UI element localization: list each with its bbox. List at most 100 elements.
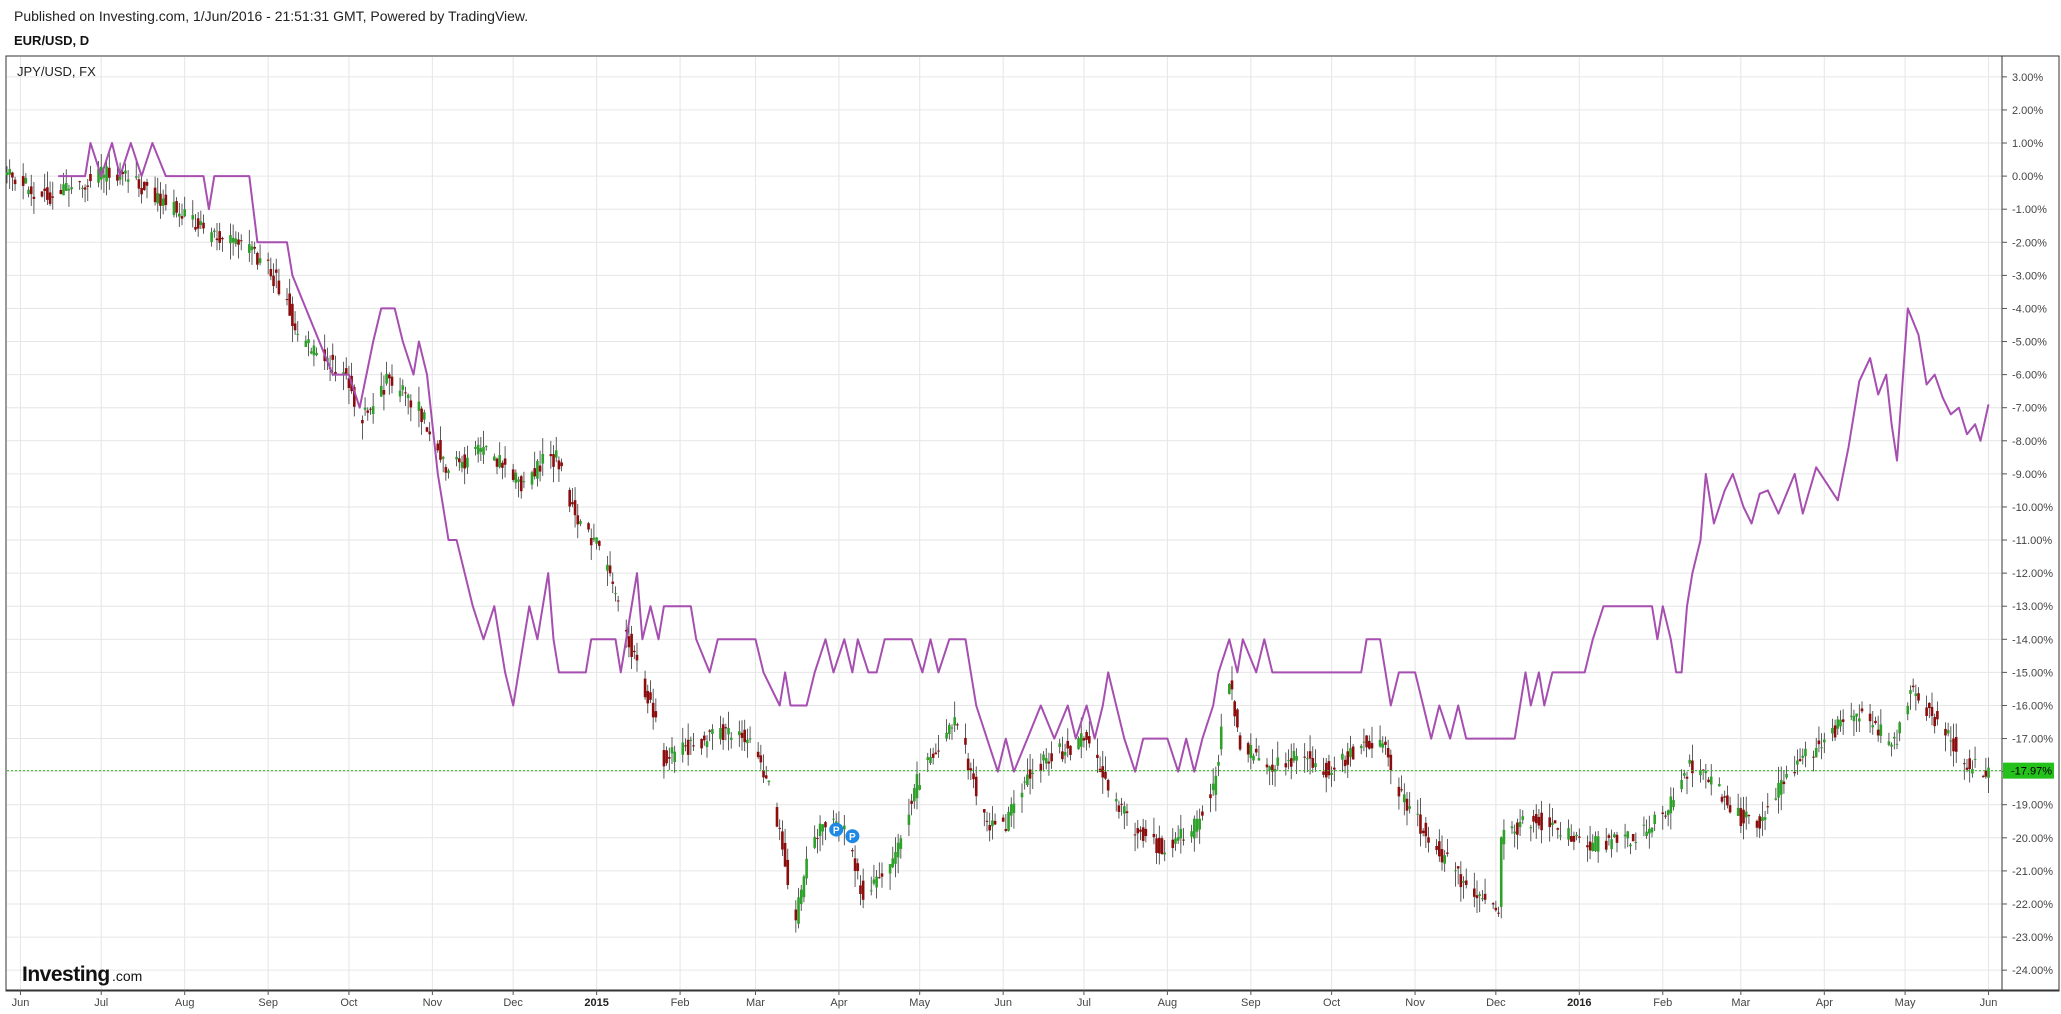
candle [1483, 878, 1487, 904]
candle [1952, 723, 1955, 767]
candle [1860, 701, 1864, 714]
candle [1777, 766, 1780, 814]
candle-body [1793, 772, 1796, 774]
candle-body [116, 174, 119, 181]
candle [1427, 826, 1430, 853]
published-notice: Published on Investing.com, 1/Jun/2016 -… [14, 8, 529, 24]
candle [51, 181, 55, 210]
candle [1020, 783, 1024, 813]
candle [861, 868, 865, 909]
candle [1521, 810, 1525, 824]
candle-body [1699, 769, 1702, 776]
candle [1271, 749, 1274, 785]
candle [1629, 842, 1632, 855]
candle [78, 180, 81, 190]
candle-body [1540, 812, 1543, 831]
candle-body [229, 235, 232, 244]
candle-body [202, 222, 205, 229]
candle [199, 210, 203, 230]
candle-body [1117, 805, 1121, 812]
candle [1050, 741, 1053, 769]
candle-body [662, 750, 666, 767]
candle [1852, 709, 1856, 737]
investing-logo[interactable]: Investing .com [22, 963, 142, 986]
candle-body [1416, 813, 1420, 815]
candle [366, 407, 370, 421]
y-tick-label: -1.00% [2012, 204, 2047, 216]
candle-body [315, 352, 318, 356]
candle [417, 386, 421, 428]
x-axis[interactable]: Jun Jul Aug Sep Oct Nov Dec 2015 Feb Mar Apr May Jun… [6, 989, 2059, 1009]
candle-body [1661, 812, 1665, 814]
y-axis[interactable]: 3.00% 2.00% 1.00% 0.00% -1.00% -2.00% -3.00% -4… [2001, 56, 2053, 990]
candle-body [1718, 784, 1721, 787]
candle [293, 311, 297, 335]
candle-body [1236, 709, 1239, 728]
candle-body [1152, 833, 1156, 838]
candle-body [156, 193, 160, 204]
candle [1691, 744, 1694, 788]
candle [1890, 742, 1893, 757]
candle [361, 415, 364, 440]
candle-body [894, 851, 897, 864]
candle-body [1963, 763, 1966, 765]
candle [875, 869, 878, 899]
candle [824, 820, 827, 841]
y-tick-label: -10.00% [2012, 502, 2053, 514]
candle-body [843, 825, 846, 830]
candle [312, 339, 316, 367]
candle-body [703, 735, 706, 741]
candle-body [1228, 683, 1231, 695]
candle [1238, 732, 1242, 752]
candle [964, 723, 967, 754]
candle [296, 320, 300, 342]
candle-body [711, 729, 714, 734]
y-tick-label: 2.00% [2012, 105, 2043, 117]
candle-body [463, 454, 466, 469]
candle-body [670, 747, 674, 754]
candle [382, 375, 386, 411]
candle-body [1494, 907, 1498, 911]
candle [40, 191, 44, 198]
x-tick-label: Mar [1731, 997, 1750, 1009]
candle-body [1839, 719, 1842, 727]
candle [183, 196, 186, 218]
candle-body [1860, 708, 1864, 712]
candle [1481, 890, 1484, 902]
candle-body [312, 345, 316, 356]
candle-body [913, 788, 916, 802]
candle [913, 784, 916, 809]
candle [48, 181, 52, 207]
candle [213, 228, 216, 238]
candle-body [746, 739, 749, 744]
y-tick-label: 0.00% [2012, 171, 2043, 183]
candle [576, 503, 580, 539]
candle-body [59, 189, 63, 194]
candle [406, 393, 410, 415]
candle-body [24, 177, 28, 184]
candle-body [635, 654, 639, 661]
last-price-label-bg [2003, 762, 2054, 779]
candle [692, 733, 695, 751]
candle [1529, 824, 1533, 842]
x-tick-label: Nov [1405, 997, 1425, 1009]
candle-body [13, 179, 17, 185]
candle [70, 176, 73, 195]
candle [966, 752, 970, 780]
candle-body [729, 737, 733, 740]
compare-series-legend[interactable]: JPY/USD, FX [17, 64, 96, 79]
candle-body [458, 458, 461, 463]
candle-body [983, 809, 986, 813]
candle [627, 625, 631, 658]
candle-body [1303, 756, 1306, 758]
candle-body [1440, 849, 1444, 863]
candle-body [1155, 838, 1158, 854]
candle-body [86, 185, 90, 187]
candle [1963, 758, 1966, 780]
candle-body [1219, 726, 1223, 750]
candle [479, 436, 483, 462]
candle [1494, 900, 1498, 912]
candle [740, 720, 744, 751]
